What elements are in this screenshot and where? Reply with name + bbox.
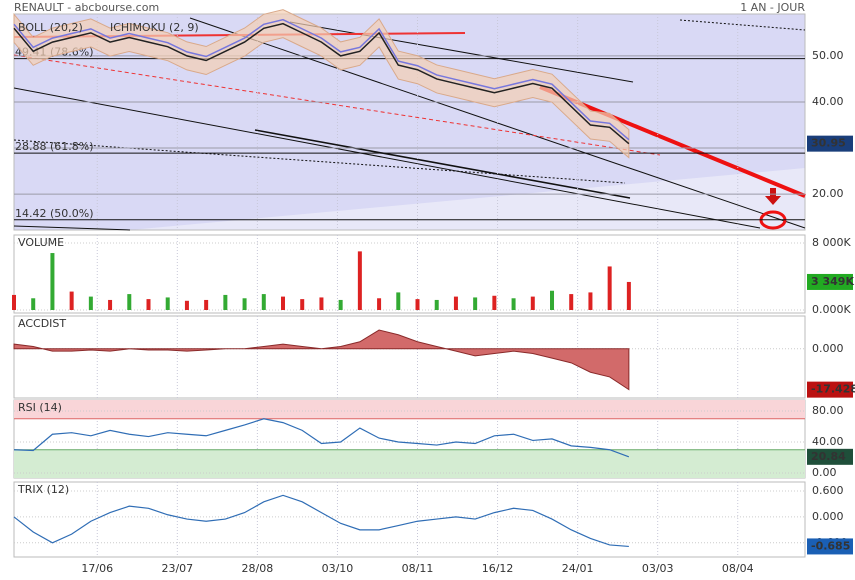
trend-line: [289, 21, 634, 83]
x-tick-label: 03/10: [322, 562, 354, 575]
legend-label: BOLL (20,2): [18, 21, 83, 34]
trend-line: [13, 87, 761, 229]
current-value-box: [807, 381, 853, 398]
volume-bar: [281, 296, 286, 310]
volume-bar: [511, 298, 516, 310]
y-tick-label: 0.600: [812, 484, 844, 497]
fib-label: 28.88 (61.8%): [15, 140, 94, 153]
volume-bar: [184, 300, 189, 310]
volume-bar: [607, 266, 612, 310]
y-tick-label: 0.000: [812, 342, 844, 355]
current-value-box: [807, 273, 853, 290]
volume-bar: [530, 296, 535, 310]
price-frame: [13, 13, 806, 231]
trend-line: [254, 129, 631, 199]
x-tick-label: 08/04: [722, 562, 754, 575]
ichimoku-line: [13, 18, 630, 141]
volume-bar: [12, 294, 16, 310]
current-value-label: -0.685: [811, 539, 850, 552]
volume-bar: [242, 298, 247, 310]
volume-bar: [261, 294, 266, 310]
x-tick-label: 03/03: [642, 562, 674, 575]
volume-bar: [338, 299, 343, 310]
series-line: [13, 494, 629, 548]
volume-bar: [204, 299, 209, 310]
current-value-box: [807, 448, 853, 465]
panel-title: RSI (14): [18, 401, 62, 414]
volume-bar: [88, 296, 93, 310]
volume-bar: [550, 290, 555, 310]
fib-label: 14.42 (50.0%): [15, 207, 94, 220]
current-value-label: 30.95: [811, 137, 846, 150]
trend-line: [13, 225, 131, 231]
x-tick-label: 17/06: [81, 562, 113, 575]
x-tick-label: 24/01: [562, 562, 594, 575]
current-value-label: 3 349K: [811, 275, 854, 288]
x-tick-label: 16/12: [482, 562, 514, 575]
y-tick-label: 50.00: [812, 49, 844, 62]
volume-bar: [492, 295, 497, 310]
volume-bar: [626, 281, 631, 310]
current-value-box: [807, 135, 853, 152]
volume-bar: [127, 294, 132, 310]
volume-bar: [300, 299, 305, 310]
y-tick-label: 0.000K: [812, 303, 851, 316]
y-tick-label: 80.00: [812, 404, 844, 417]
current-value-box: [807, 538, 853, 555]
overbought-zone: [14, 400, 805, 419]
volume-bar: [434, 299, 439, 310]
y-tick-label: 0.000: [812, 510, 844, 523]
volume-bar: [396, 292, 401, 310]
volume-bar: [377, 298, 382, 310]
volume-panel: [13, 234, 806, 314]
series-line: [13, 22, 630, 145]
header-title: RENAULT - abcbourse.com: [14, 1, 159, 14]
volume-bar: [319, 297, 324, 310]
x-tick-label: 23/07: [161, 562, 193, 575]
legend-label: ICHIMOKU (2, 9): [110, 21, 199, 34]
x-tick-label: 28/08: [242, 562, 274, 575]
volume-bar: [357, 251, 362, 310]
arrow: [765, 188, 781, 205]
current-value-label: -17.428: [811, 383, 855, 396]
header-period: 1 AN - JOUR: [740, 1, 805, 14]
volume-bar: [69, 291, 74, 310]
y-tick-label: 40.00: [812, 435, 844, 448]
panel-title: VOLUME: [18, 236, 64, 249]
panel-title: ACCDIST: [18, 317, 66, 330]
x-tick-label: 08/11: [402, 562, 434, 575]
trix-panel: [13, 481, 806, 558]
y-tick-label: 40.00: [812, 95, 844, 108]
series-line: [13, 418, 630, 458]
accdist-panel: [13, 315, 806, 399]
y-tick-label: 0.00: [812, 466, 837, 479]
volume-bar: [165, 297, 170, 310]
series-area: [13, 329, 630, 391]
volume-bar: [50, 253, 55, 310]
volume-bar: [473, 297, 478, 310]
red-dashed-line: [13, 54, 661, 156]
y-tick-label: 20.00: [812, 187, 844, 200]
volume-bar: [31, 298, 36, 310]
volume-bar: [146, 299, 151, 310]
trend-line: [679, 19, 806, 31]
volume-bar: [223, 294, 228, 310]
y-tick-label: 8 000K: [812, 236, 851, 249]
volume-bar: [415, 299, 420, 310]
volume-bar: [588, 292, 593, 310]
volume-bar: [453, 296, 458, 310]
current-value-label: 20.84: [811, 450, 846, 463]
volume-bar: [569, 294, 574, 310]
panel-title: TRIX (12): [17, 483, 69, 496]
volume-bar: [108, 299, 113, 310]
oversold-zone: [14, 449, 805, 478]
